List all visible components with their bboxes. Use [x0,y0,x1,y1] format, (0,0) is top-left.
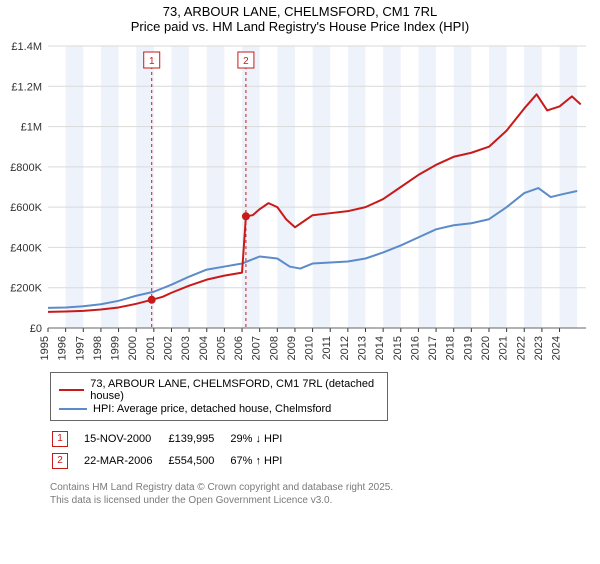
svg-text:£1.2M: £1.2M [11,81,42,93]
sale-price-1: £139,995 [168,429,228,449]
legend-swatch-hpi [59,408,87,410]
svg-text:2001: 2001 [145,336,157,360]
svg-text:2009: 2009 [286,336,298,360]
legend-row-property: 73, ARBOUR LANE, CHELMSFORD, CM1 7RL (de… [59,378,379,402]
svg-text:2000: 2000 [127,336,139,360]
svg-text:2010: 2010 [304,336,316,360]
svg-text:2006: 2006 [233,336,245,360]
svg-text:2024: 2024 [551,336,563,360]
svg-text:2018: 2018 [445,336,457,360]
chart-svg: £0 £200K £400K £600K £800K £1M £1.2M £1.4M 1995 1… [0,38,590,368]
svg-text:£0: £0 [30,323,42,335]
svg-text:£1M: £1M [21,122,42,134]
svg-text:2019: 2019 [462,336,474,360]
sale-rel-1: 29% ↓ HPI [230,429,296,449]
svg-text:1998: 1998 [92,336,104,360]
svg-text:1999: 1999 [110,336,122,360]
svg-text:2: 2 [243,56,249,67]
svg-text:2011: 2011 [321,336,333,360]
svg-text:2007: 2007 [251,336,263,360]
svg-text:£800K: £800K [10,162,42,174]
sale-marker-1: 1 [52,431,68,447]
chart-title-block: 73, ARBOUR LANE, CHELMSFORD, CM1 7RL Pri… [0,4,600,34]
legend-label-property: 73, ARBOUR LANE, CHELMSFORD, CM1 7RL (de… [90,378,379,402]
svg-text:2012: 2012 [339,336,351,360]
legend-row-hpi: HPI: Average price, detached house, Chel… [59,403,379,415]
svg-text:2022: 2022 [515,336,527,360]
footer-line-1: Contains HM Land Registry data © Crown c… [50,481,590,494]
svg-text:1997: 1997 [74,336,86,360]
svg-text:2002: 2002 [162,336,174,360]
svg-text:1996: 1996 [57,336,69,360]
svg-text:1: 1 [149,56,155,67]
svg-text:2023: 2023 [533,336,545,360]
svg-text:2016: 2016 [409,336,421,360]
table-row: 1 15-NOV-2000 £139,995 29% ↓ HPI [52,429,296,449]
svg-text:2021: 2021 [498,336,510,360]
svg-text:2004: 2004 [198,336,210,360]
svg-text:2005: 2005 [215,336,227,360]
svg-text:2013: 2013 [357,336,369,360]
title-line-2: Price paid vs. HM Land Registry's House … [0,19,600,34]
footer-note: Contains HM Land Registry data © Crown c… [50,481,590,507]
svg-text:£600K: £600K [10,202,42,214]
table-row: 2 22-MAR-2006 £554,500 67% ↑ HPI [52,451,296,471]
sale-rel-2: 67% ↑ HPI [230,451,296,471]
svg-text:1995: 1995 [39,336,51,360]
sale-price-2: £554,500 [168,451,228,471]
svg-text:2014: 2014 [374,336,386,360]
sales-table: 1 15-NOV-2000 £139,995 29% ↓ HPI 2 22-MA… [50,427,298,473]
svg-text:2020: 2020 [480,336,492,360]
title-line-1: 73, ARBOUR LANE, CHELMSFORD, CM1 7RL [0,4,600,19]
svg-text:£400K: £400K [10,242,42,254]
svg-text:2008: 2008 [268,336,280,360]
svg-text:2017: 2017 [427,336,439,360]
svg-text:2015: 2015 [392,336,404,360]
sale-date-2: 22-MAR-2006 [84,451,166,471]
svg-text:£200K: £200K [10,283,42,295]
svg-text:2003: 2003 [180,336,192,360]
sale-marker-2: 2 [52,453,68,469]
svg-text:£1.4M: £1.4M [11,41,42,53]
legend: 73, ARBOUR LANE, CHELMSFORD, CM1 7RL (de… [50,372,388,421]
footer-line-2: This data is licensed under the Open Gov… [50,494,590,507]
price-chart: £0 £200K £400K £600K £800K £1M £1.2M £1.4M 1995 1… [0,38,600,368]
legend-label-hpi: HPI: Average price, detached house, Chel… [93,403,331,415]
legend-swatch-property [59,389,84,391]
sale-date-1: 15-NOV-2000 [84,429,166,449]
